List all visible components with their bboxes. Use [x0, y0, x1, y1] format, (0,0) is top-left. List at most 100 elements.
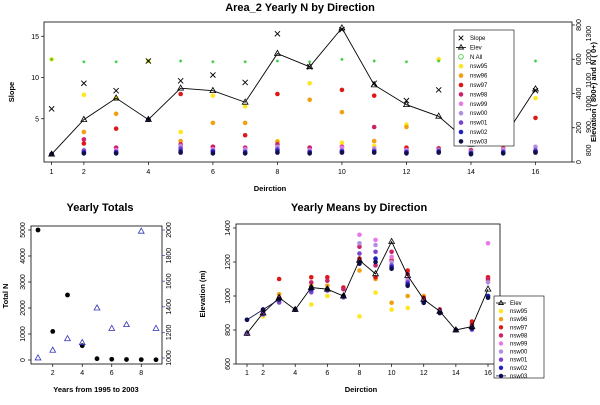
chart3-nsw99-point: [389, 254, 394, 260]
chart2-elevation-point: [122, 320, 131, 328]
chart3-elev-point: [388, 237, 396, 244]
chart1-ytick-label: 5: [35, 116, 39, 123]
chart3-xtick-label: 4: [293, 370, 297, 377]
chart3-ylabel: Elevation (m): [198, 270, 207, 318]
chart3-nsw02-point: [373, 256, 378, 261]
chart1-legend-elev-marker: [457, 43, 465, 50]
chart3-nsw99-point: [485, 241, 491, 246]
chart1-legend-nall-marker: [458, 54, 464, 60]
chart1-elev-point: [273, 49, 281, 56]
chart1-y2elev-label: 1200: [586, 49, 593, 65]
chart3-elev-point: [420, 295, 428, 302]
chart1-y2tick-label: 600: [576, 53, 583, 65]
chart3-nsw03-line: [246, 299, 280, 321]
chart1-nsw96-point: [371, 138, 377, 144]
chart3-legend-nsw03-marker: [498, 373, 504, 379]
chart3-nsw98-point: [485, 276, 491, 282]
chart2-xtick-label: 8: [139, 370, 143, 377]
chart3-title: Yearly Means by Direction: [291, 202, 428, 214]
chart1-n-all-point: [243, 60, 247, 64]
chart3-nsw99-point: [357, 232, 362, 238]
chart3-nsw95-point: [308, 302, 314, 307]
chart3-legend-label: nsw99: [510, 342, 528, 348]
chart1-legend-label: Elev: [470, 45, 482, 51]
chart1-nsw97-point: [178, 91, 183, 97]
chart3-nsw00-point: [357, 241, 362, 246]
chart3-elev-point: [355, 256, 364, 263]
chart3-legend-label: nsw95: [510, 309, 528, 315]
chart1-elev-point: [435, 112, 443, 119]
chart3-nsw95-point: [373, 290, 378, 295]
chart3-elev-point: [371, 269, 380, 277]
chart1-nsw95-point: [178, 129, 183, 135]
chart1-y2elev-label: 1000: [586, 96, 593, 112]
chart1-nsw97-point: [533, 115, 538, 121]
chart3-elev-point: [404, 271, 412, 278]
chart3-legend-label: nsw02: [510, 366, 528, 372]
chart1-nsw95-point: [339, 140, 345, 145]
chart3-legend-elev-marker: [497, 299, 505, 305]
chart3-elev-point: [259, 308, 267, 316]
chart3-nsw03-point: [485, 295, 491, 301]
chart2-ytick-label: 3000: [20, 274, 27, 290]
chart1-xtick-label: 14: [467, 169, 475, 176]
chart3-legend-label: nsw96: [510, 317, 528, 323]
chart-yearly-totals: Yearly Totals Total N Years from 1995 to…: [1, 202, 173, 394]
chart1-nsw03-point: [500, 151, 506, 156]
chart1-nsw96-point: [178, 138, 183, 144]
chart1-nsw03-point: [307, 151, 312, 156]
chart3-nsw98-point: [308, 280, 314, 285]
chart1-elev-point: [241, 98, 249, 105]
chart1-slope-point: [242, 79, 249, 86]
chart2-y2tick-label: 1400: [166, 299, 173, 315]
chart1-nsw97-point: [371, 93, 377, 98]
chart3-xtick-label: 1: [245, 370, 249, 377]
chart1-nsw96-point: [242, 120, 248, 126]
chart1-nsw03-point: [404, 151, 409, 156]
chart1-nsw97-point: [81, 141, 87, 146]
chart3-nsw00-point: [485, 280, 491, 285]
chart1-y2elev-label: 900: [586, 121, 593, 133]
chart1-y2tick-label: 800: [576, 19, 583, 31]
chart1-nsw03-point: [275, 150, 280, 155]
chart2-xlabel: Years from 1995 to 2003: [53, 385, 138, 394]
chart2-total-n-point: [124, 357, 129, 362]
chart3-nsw98-point: [341, 286, 346, 292]
chart3-xtick-label: 10: [388, 370, 396, 377]
chart3-legend-label: nsw00: [510, 350, 528, 356]
chart1-slope-point: [177, 77, 184, 84]
chart3-elev-point: [484, 285, 492, 292]
chart1-slope-point: [48, 105, 55, 112]
chart1-elev-point: [48, 150, 56, 157]
chart1-nsw96-point: [210, 120, 216, 126]
chart1-nsw03-point: [81, 151, 87, 156]
chart3-nsw95-point: [325, 293, 330, 299]
chart1-y2tick-label: 0: [576, 160, 583, 164]
chart3-nsw95-point: [389, 307, 394, 312]
chart2-y2tick-label: 1600: [166, 273, 173, 289]
chart1-n-all-point: [437, 59, 441, 63]
chart2-ytick-label: 2000: [20, 300, 27, 316]
chart1-y2elev-label: 1100: [586, 73, 593, 88]
chart3-elev-line: [246, 240, 489, 334]
chart1-xtick-label: 1: [50, 169, 54, 176]
chart3-xtick-label: 8: [358, 370, 362, 377]
chart2-y2tick-label: 1200: [166, 325, 173, 341]
chart1-legend-nsw98-marker: [458, 92, 464, 97]
chart3-legend-nsw98-marker: [498, 333, 504, 338]
chart1-xtick-label: 4: [146, 169, 150, 176]
chart3-legend-nsw00-marker: [498, 349, 504, 354]
chart3-legend-nsw99-marker: [498, 341, 504, 346]
chart1-legend-label: nsw98: [470, 92, 488, 98]
chart3-elev-point: [452, 325, 460, 333]
chart1-elev-point: [144, 115, 152, 122]
chart1-legend-label: nsw99: [470, 102, 488, 108]
chart3-nsw01-point: [373, 249, 378, 255]
chart2-xtick-label: 4: [80, 370, 84, 377]
chart1-nsw96-point: [339, 109, 345, 115]
chart3-nsw98-point: [389, 249, 394, 255]
chart1-legend: Slope Elev N All nsw95 nsw96 nsw97 nsw98 nsw99 n…: [453, 29, 515, 147]
chart1-elev-point: [209, 86, 217, 94]
chart2-y2tick-label: 2000: [166, 222, 173, 238]
